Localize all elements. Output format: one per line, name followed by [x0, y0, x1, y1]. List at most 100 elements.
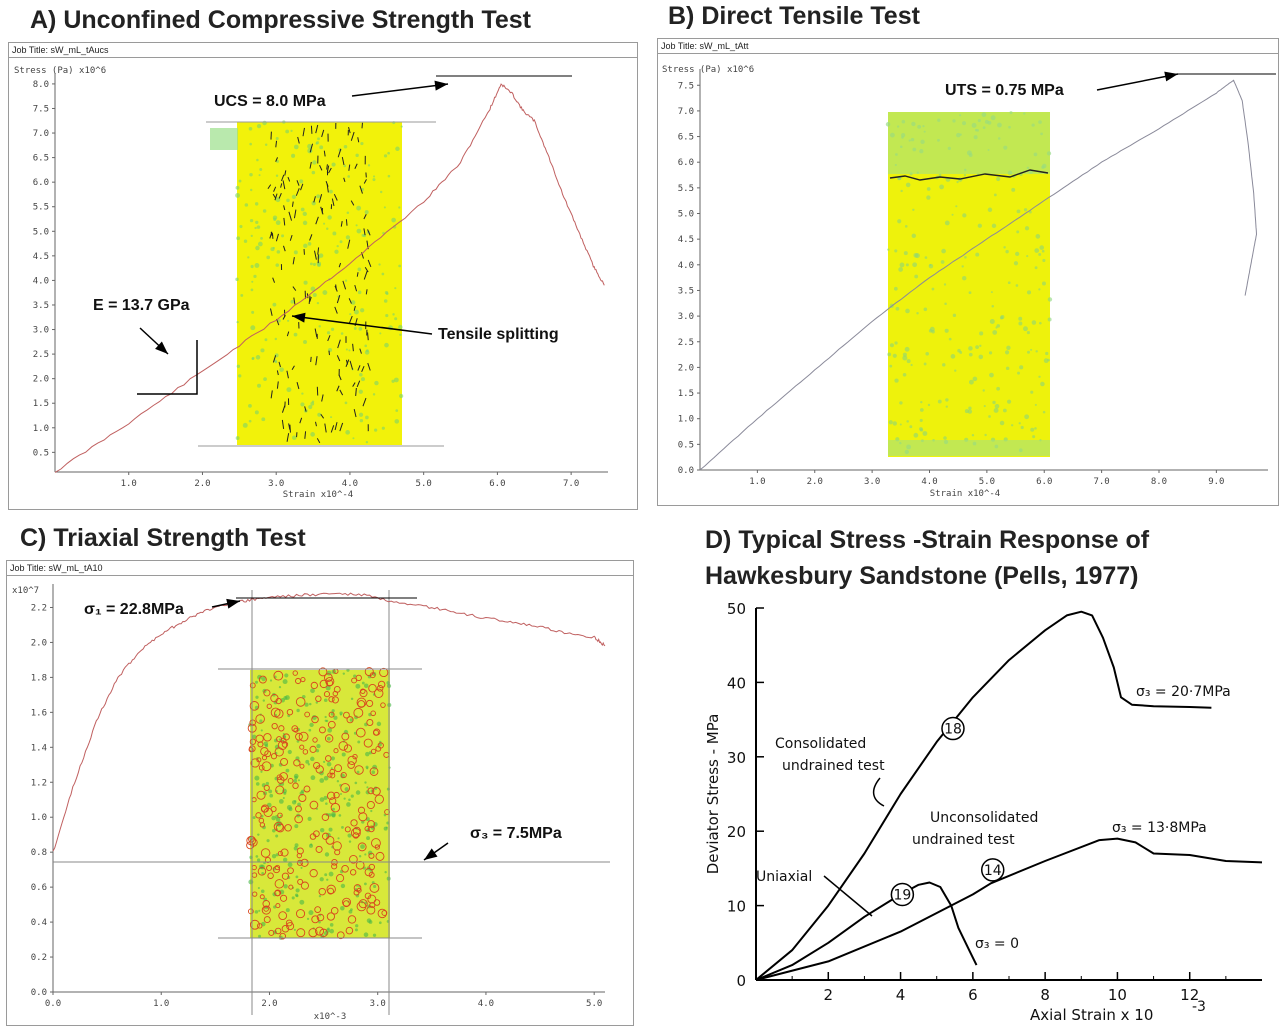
c-ytick-label: 1.2 — [31, 778, 47, 788]
b-ytick-label: 4.5 — [678, 235, 694, 245]
a-specimen-crack — [328, 350, 330, 356]
c-specimen-contact — [328, 711, 335, 718]
a-specimen-crack — [280, 183, 283, 188]
b-specimen-grain — [919, 418, 923, 422]
c-specimen-contact — [293, 759, 301, 767]
c-specimen-contact — [331, 696, 339, 704]
c-specimen-contact — [300, 858, 309, 867]
a-specimen-grain — [359, 418, 364, 423]
c-specimen-grain — [278, 762, 283, 767]
a-specimen-grain — [372, 393, 376, 396]
c-specimen-grain — [299, 899, 305, 905]
a-specimen-grain — [395, 409, 399, 412]
a-specimen-grain — [310, 432, 315, 437]
a-specimen-crack — [356, 272, 359, 277]
c-specimen-contact — [274, 864, 281, 871]
c-specimen-grain — [254, 680, 259, 684]
b-specimen-grain — [892, 421, 897, 426]
a-specimen-grain — [345, 348, 348, 351]
a-specimen-grain — [394, 287, 397, 290]
b-specimen-grain — [906, 420, 909, 423]
c-specimen-contact — [376, 684, 384, 692]
b-specimen-grain — [995, 326, 998, 329]
c-specimen-contact — [308, 928, 318, 938]
c-specimen-contact — [294, 677, 302, 685]
a-specimen-crack — [315, 216, 319, 225]
b-specimen-grain — [1043, 358, 1049, 364]
c-specimen-grain — [309, 722, 314, 728]
a-specimen-grain — [311, 201, 316, 206]
b-specimen-grain — [924, 256, 928, 259]
a-xtick-label: 6.0 — [489, 479, 505, 489]
c-specimen-grain — [319, 778, 325, 783]
a-specimen-crack — [309, 161, 312, 169]
a-specimen-grain — [323, 222, 326, 225]
a-specimen-crack — [293, 297, 296, 305]
a-specimen-grain — [395, 146, 400, 152]
b-specimen-grain — [1015, 251, 1020, 256]
a-ylabel: Stress (Pa) x10^6 — [14, 66, 106, 76]
b-specimen-grain — [909, 425, 913, 429]
d-xlabel: Axial Strain x 10 — [1030, 1006, 1153, 1024]
c-specimen-grain — [329, 928, 335, 934]
a-specimen-crack — [283, 205, 286, 211]
c-specimen-contact — [318, 887, 326, 896]
a-specimen-grain — [250, 288, 254, 292]
a-specimen-crack — [284, 170, 287, 176]
a-specimen-grain — [250, 325, 256, 331]
c-specimen-contact — [374, 844, 380, 850]
a-specimen-grain — [312, 292, 317, 298]
c-specimen-grain — [323, 760, 326, 763]
c-specimen-grain — [370, 809, 373, 813]
c-specimen-grain — [348, 909, 353, 914]
c-specimen-contact — [259, 894, 265, 900]
b-specimen-grain — [1003, 246, 1006, 249]
a-specimen-grain — [329, 189, 333, 194]
c-specimen-contact — [374, 794, 384, 804]
c-specimen-contact — [321, 813, 330, 821]
c-specimen-grain — [324, 873, 328, 877]
c-specimen-contact — [295, 697, 306, 707]
c-specimen-grain — [278, 685, 282, 689]
a-ytick-label: 3.0 — [33, 326, 49, 336]
c-specimen-grain — [355, 683, 361, 689]
c-specimen-grain — [296, 740, 300, 743]
c-specimen-contact — [357, 806, 366, 814]
c-specimen-contact — [260, 805, 268, 813]
a-specimen-grain — [248, 403, 252, 408]
d-ytick-label: 0 — [736, 972, 746, 990]
c-specimen-grain — [310, 775, 316, 781]
a-ytick-label: 5.0 — [33, 227, 49, 237]
b-specimen-grain — [1034, 266, 1038, 270]
a-specimen-grain — [239, 224, 243, 229]
c-specimen-contact — [349, 854, 358, 864]
a-ytick-label: 2.5 — [33, 350, 49, 360]
c-specimen-contact — [309, 745, 317, 753]
a-specimen-crack — [365, 289, 368, 295]
b-specimen-grain — [1024, 414, 1030, 420]
c-specimen-grain — [343, 797, 346, 800]
b-specimen-grain — [961, 275, 967, 281]
c-specimen-grain — [300, 866, 303, 869]
c-specimen-grain — [295, 888, 300, 893]
c-specimen-contact — [268, 929, 275, 936]
a-specimen-grain — [242, 422, 248, 428]
a-specimen-grain — [383, 299, 388, 303]
a-specimen-grain — [336, 244, 339, 248]
a-specimen-grain — [310, 286, 316, 292]
c-specimen-contact — [355, 674, 362, 682]
c-specimen-contact — [300, 676, 306, 683]
a-specimen-crack — [314, 328, 318, 338]
a-specimen-crack — [272, 355, 277, 363]
c-specimen-grain — [326, 736, 331, 741]
c-s3-label: σ₃ = 7.5MPa — [470, 825, 562, 842]
b-ytick-label: 6.5 — [678, 133, 694, 143]
a-specimen-crack — [278, 192, 282, 199]
a-specimen-crack — [353, 305, 356, 311]
a-specimen-grain — [364, 350, 370, 355]
a-specimen-grain — [285, 129, 290, 134]
c-specimen-contact — [349, 869, 357, 876]
a-specimen-grain — [346, 211, 350, 214]
c-specimen-contact — [263, 689, 271, 697]
